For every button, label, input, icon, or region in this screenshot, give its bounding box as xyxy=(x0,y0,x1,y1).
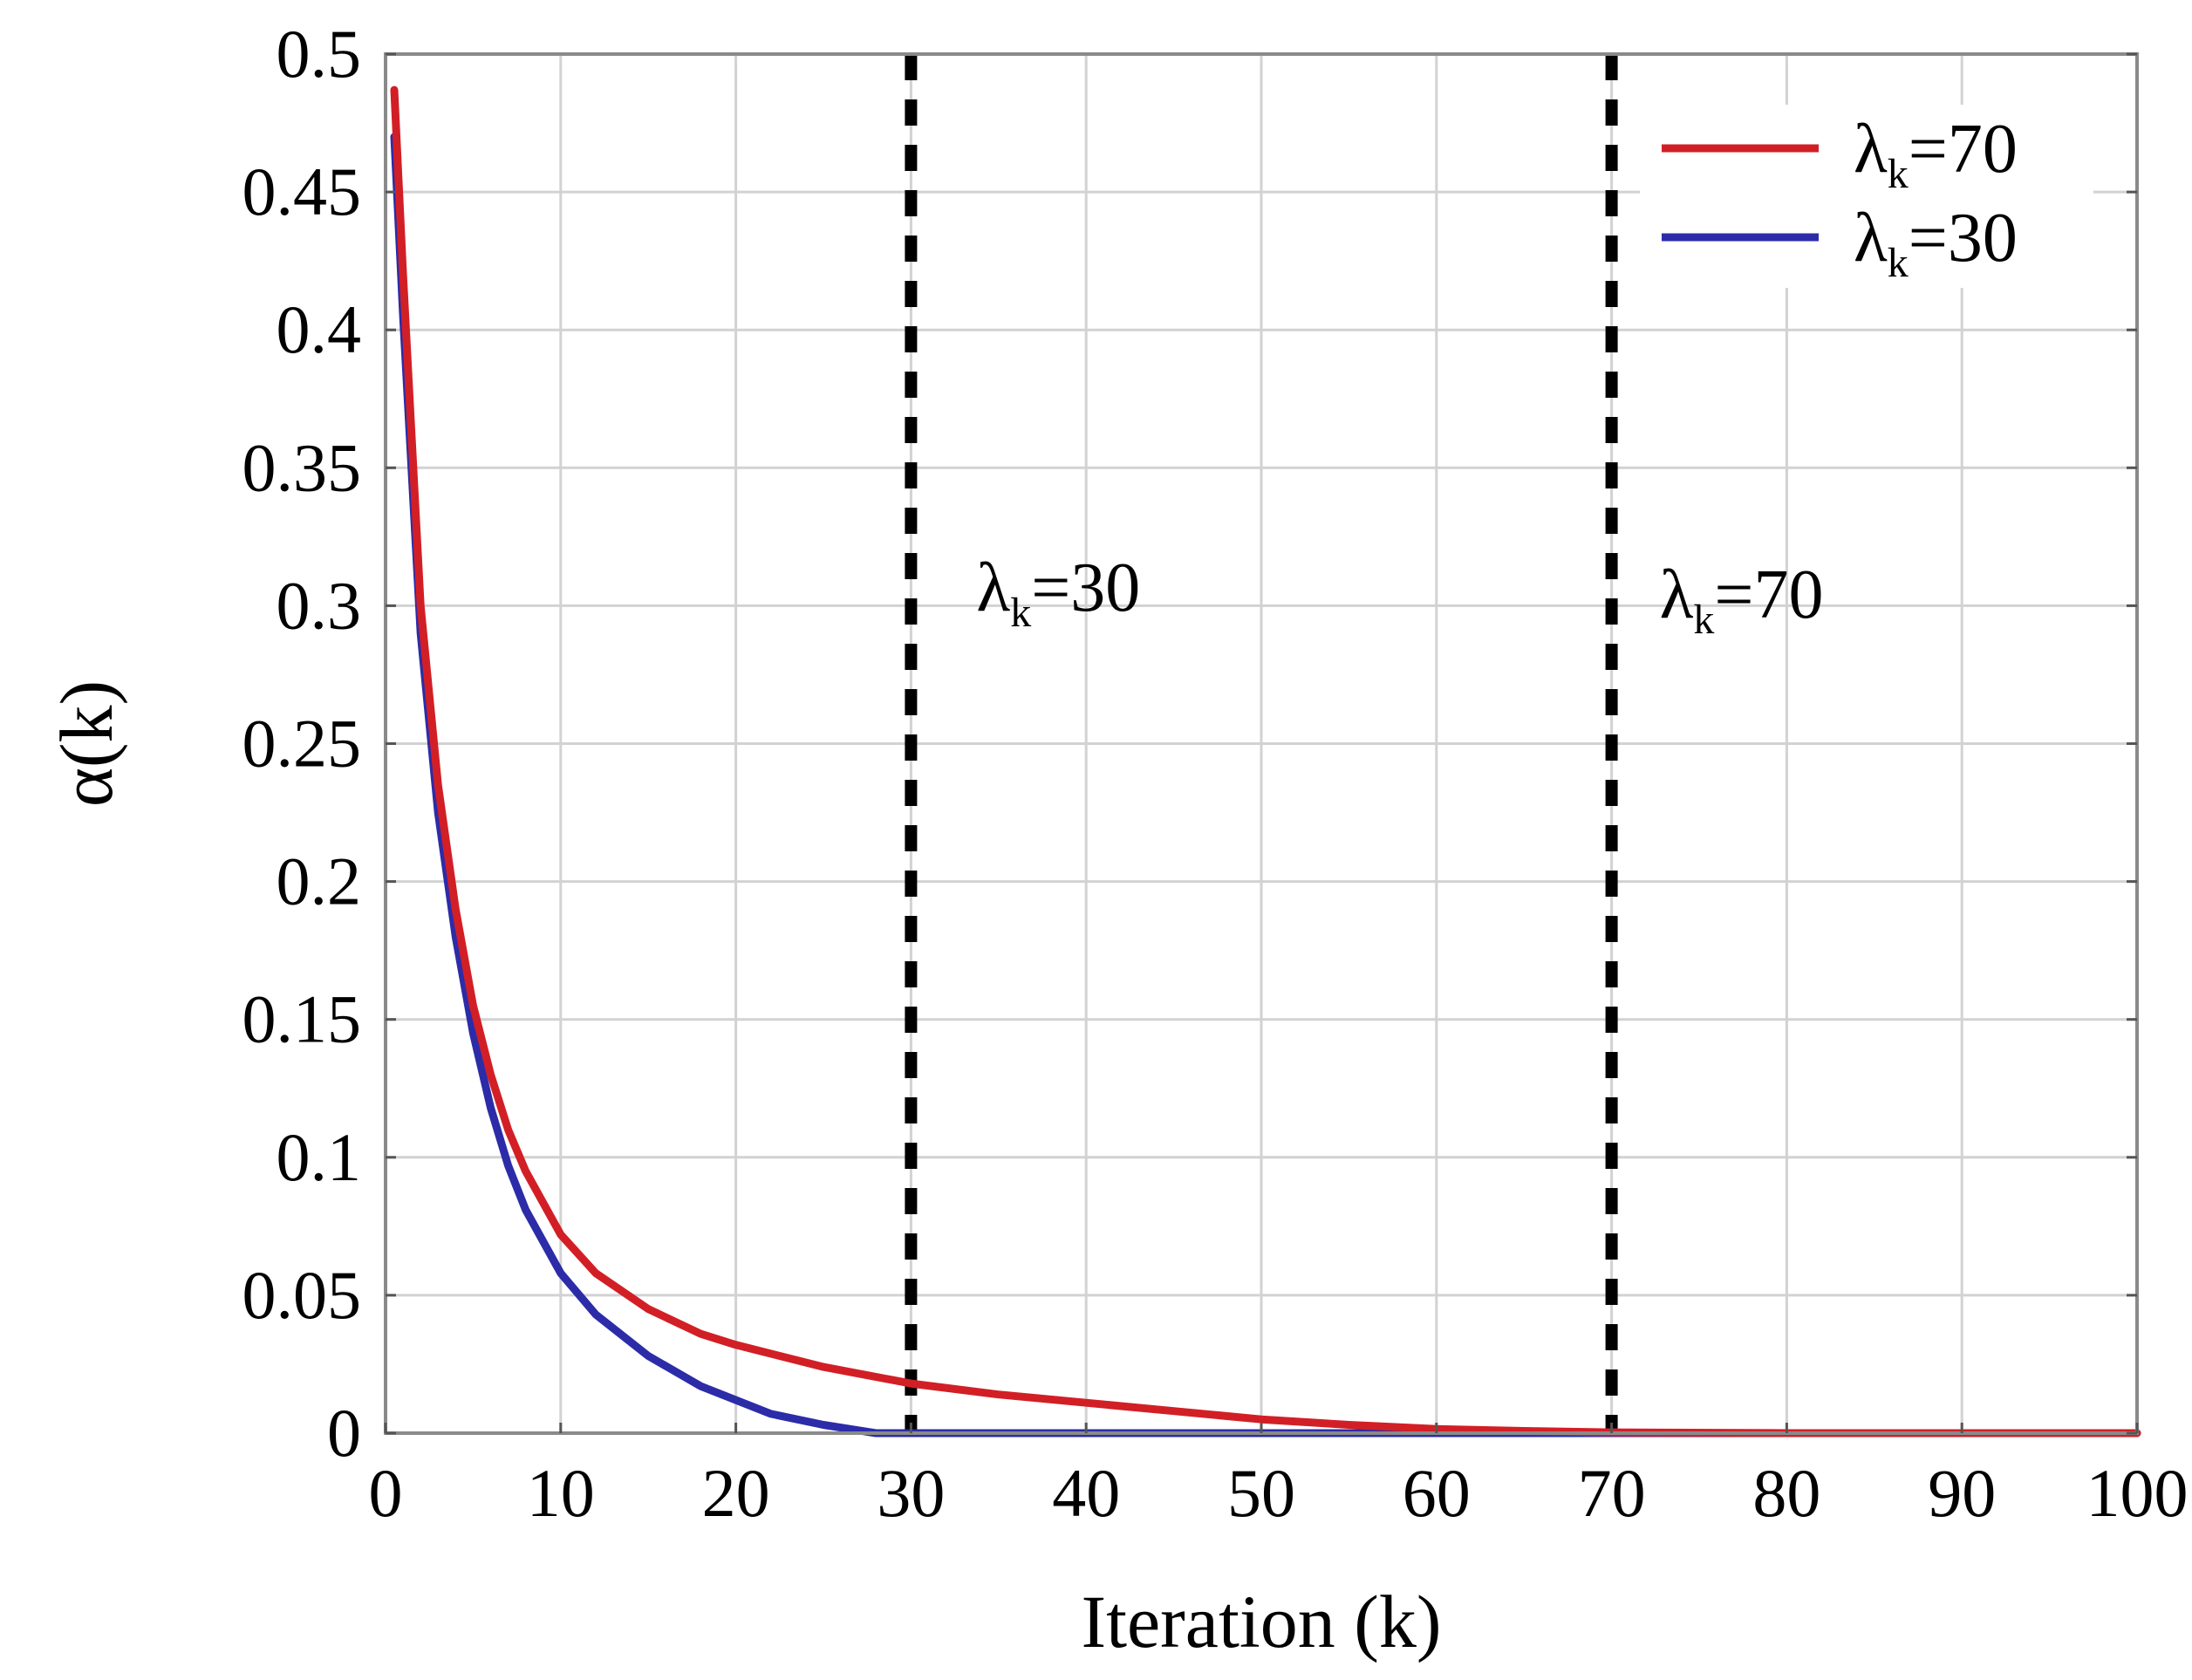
x-axis-title: Iteration (k) xyxy=(1081,1580,1441,1663)
x-tick-label-2: 20 xyxy=(702,1455,770,1531)
x-tick-label-5: 50 xyxy=(1227,1455,1295,1531)
x-tick-label-9: 90 xyxy=(1928,1455,1996,1531)
y-tick-label-10: 0.5 xyxy=(277,16,362,92)
annotation-lambda-30-subscript: k xyxy=(1010,590,1031,636)
annotation-lambda-30-value: =30 xyxy=(1031,550,1140,626)
y-axis-title: α(k) xyxy=(44,680,128,807)
legend-entry-lambda-30-symbol: λ xyxy=(1854,200,1888,277)
y-tick-label-5: 0.25 xyxy=(242,706,362,782)
y-tick-label-9: 0.45 xyxy=(242,154,362,229)
y-tick-label-1: 0.05 xyxy=(242,1257,362,1333)
legend-entry-lambda-30-subscript: k xyxy=(1888,240,1909,286)
legend-entry-lambda-70: λk=70 xyxy=(1854,111,2018,197)
annotation-label-lambda-30: λk=30 xyxy=(976,550,1140,636)
legend-entry-lambda-70-value: =70 xyxy=(1909,111,2018,188)
y-tick-label-8: 0.4 xyxy=(277,291,362,367)
legend-entry-lambda-70-subscript: k xyxy=(1888,151,1909,197)
x-tick-label-3: 30 xyxy=(877,1455,945,1531)
legend-entry-lambda-70-symbol: λ xyxy=(1854,111,1888,188)
x-tick-label-0: 0 xyxy=(369,1455,403,1531)
y-tick-label-0: 0 xyxy=(327,1395,361,1471)
annotation-lines xyxy=(905,54,1618,1433)
y-tick-label-3: 0.15 xyxy=(242,981,362,1057)
x-tick-label-8: 80 xyxy=(1752,1455,1820,1531)
y-tick-label-4: 0.2 xyxy=(277,843,362,919)
y-tick-label-6: 0.3 xyxy=(277,567,362,643)
legend-entry-lambda-30: λk=30 xyxy=(1854,200,2018,286)
axis-ticks: 0 10 20 30 40 50 60 70 80 90 100 0 0.05 0.1 0.15 0.2 0.2… xyxy=(242,16,2189,1531)
annotation-lambda-30-symbol: λ xyxy=(976,550,1010,626)
legend: λk=70 λk=30 xyxy=(1640,105,2093,288)
series-line-0 xyxy=(390,85,2141,1438)
legend-box xyxy=(1640,105,2093,288)
x-tick-label-7: 70 xyxy=(1578,1455,1646,1531)
legend-entry-lambda-30-value: =30 xyxy=(1909,200,2018,277)
y-tick-label-2: 0.1 xyxy=(277,1119,362,1195)
annotation-label-lambda-70: λk=70 xyxy=(1660,557,1824,643)
annotation-lambda-70-value: =70 xyxy=(1714,557,1823,633)
x-tick-label-10: 100 xyxy=(2086,1455,2189,1531)
annotation-lambda-70-symbol: λ xyxy=(1660,557,1694,633)
x-tick-label-4: 40 xyxy=(1052,1455,1120,1531)
x-tick-label-6: 60 xyxy=(1403,1455,1471,1531)
x-tick-label-1: 10 xyxy=(527,1455,595,1531)
annotation-lambda-70-subscript: k xyxy=(1693,597,1714,643)
y-tick-label-7: 0.35 xyxy=(242,429,362,505)
